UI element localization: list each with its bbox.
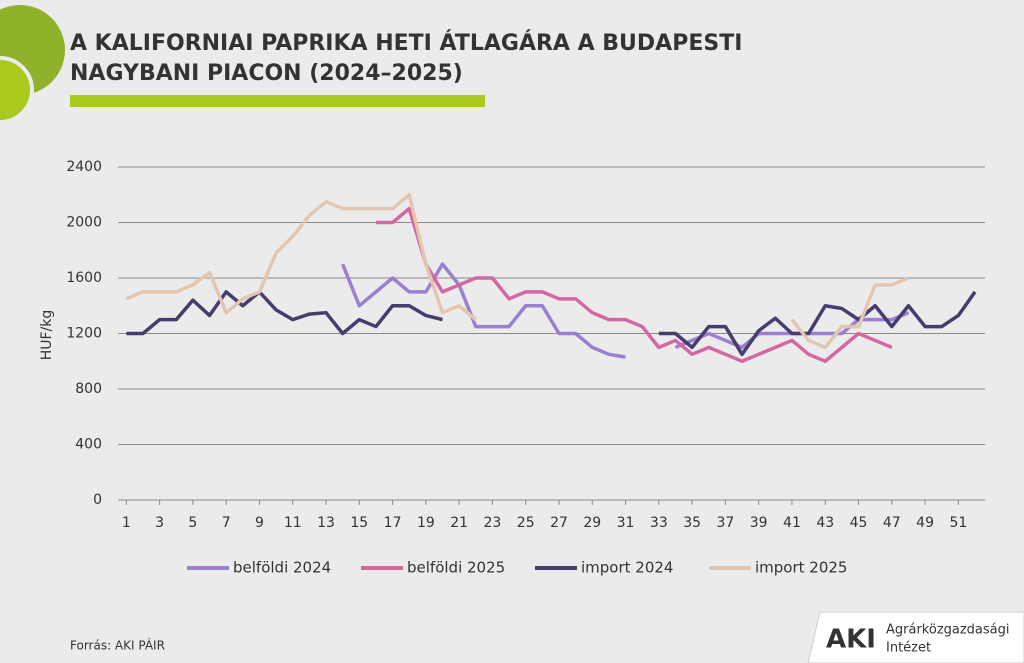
x-tick-label: 21 <box>450 515 468 531</box>
logo-text: Agrárközgazdasági <box>886 623 1010 638</box>
x-tick-label: 31 <box>617 515 635 531</box>
x-tick-label: 9 <box>255 515 264 531</box>
x-tick-label: 43 <box>816 515 834 531</box>
x-tick-label: 33 <box>650 515 668 531</box>
logo: AKI Agrárközgazdasági Intézet <box>807 611 1024 663</box>
x-tick-label: 45 <box>850 515 868 531</box>
x-tick-label: 3 <box>155 515 164 531</box>
y-tick-label: 0 <box>93 492 102 508</box>
chart-title: NAGYBANI PIACON (2024–2025) <box>70 61 463 86</box>
x-tick-label: 49 <box>916 515 934 531</box>
legend-label: import 2024 <box>581 559 673 577</box>
x-tick-label: 15 <box>350 515 368 531</box>
x-tick-label: 51 <box>949 515 967 531</box>
title-underline <box>70 95 485 107</box>
x-tick-label: 11 <box>284 515 302 531</box>
line <box>125 193 910 350</box>
x-tick-label: 35 <box>683 515 701 531</box>
x-tick-label: 13 <box>317 515 335 531</box>
chart-title: A KALIFORNIAI PAPRIKA HETI ÁTLAGÁRA A BU… <box>70 30 742 56</box>
x-tick-label: 7 <box>222 515 231 531</box>
x-tick-label: 1 <box>122 515 131 531</box>
x-tick-label: 47 <box>883 515 901 531</box>
line <box>126 290 977 357</box>
y-tick-label: 1600 <box>66 270 102 286</box>
legend-label: belföldi 2024 <box>233 559 331 577</box>
legend-label: belföldi 2025 <box>407 559 505 577</box>
x-tick-label: 29 <box>583 515 601 531</box>
x-tick-label: 17 <box>384 515 402 531</box>
x-tick-label: 19 <box>417 515 435 531</box>
x-tick-label: 37 <box>716 515 734 531</box>
line <box>375 206 893 363</box>
y-tick-label: 2400 <box>66 159 102 175</box>
decor-circle <box>0 56 34 124</box>
x-tick-label: 25 <box>517 515 535 531</box>
logo-mark: AKI <box>826 625 876 655</box>
y-tick-label: 800 <box>75 381 102 397</box>
x-tick-label: 23 <box>484 515 502 531</box>
x-tick-label: 41 <box>783 515 801 531</box>
logo-text: Intézet <box>886 641 931 656</box>
x-tick-label: 5 <box>188 515 197 531</box>
y-tick-label: 400 <box>75 437 102 453</box>
x-tick-label: 27 <box>550 515 568 531</box>
y-tick-label: 2000 <box>66 215 102 231</box>
logo-box <box>807 611 1024 663</box>
source: Forrás: AKI PÁIR <box>70 638 165 653</box>
y-axis-label: HUF/kg <box>39 310 55 361</box>
legend-label: import 2025 <box>755 559 847 577</box>
y-tick-label: 1200 <box>66 326 102 342</box>
x-tick-label: 39 <box>750 515 768 531</box>
